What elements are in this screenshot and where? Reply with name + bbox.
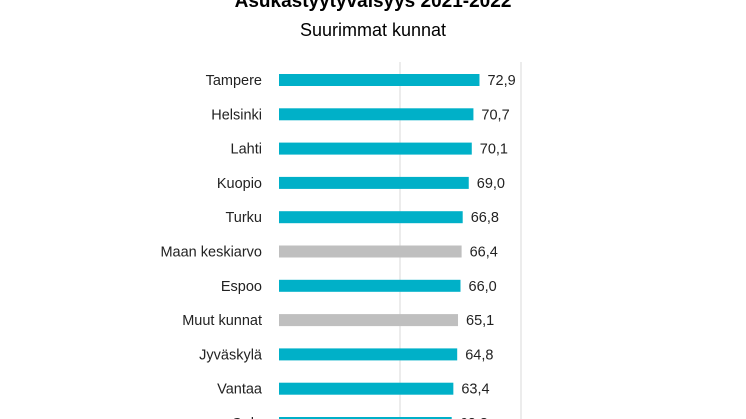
value-label: 66,0 — [469, 279, 497, 295]
bar — [279, 279, 461, 292]
bar — [279, 348, 458, 361]
bars — [279, 74, 480, 419]
bar — [279, 417, 452, 419]
value-label: 66,4 — [470, 245, 498, 261]
category-label: Helsinki — [211, 107, 262, 123]
value-label: 69,0 — [477, 176, 505, 192]
value-label: 63,4 — [461, 382, 489, 398]
bar — [279, 74, 480, 86]
category-label: Kuopio — [217, 176, 262, 192]
bar — [279, 314, 459, 327]
value-label: 70,1 — [480, 142, 508, 158]
chart-title: Asukastyytyväisyys 2021-2022 — [235, 0, 512, 12]
value-label: 62,8 — [460, 416, 488, 419]
bar — [279, 108, 474, 121]
value-labels: 72,9 70,7 70,1 69,0 66,8 66,4 66,0 65,1 64,8 63,4… — [460, 73, 516, 419]
bar — [279, 382, 454, 395]
category-label: Vantaa — [217, 382, 263, 398]
category-label: Lahti — [231, 142, 262, 158]
value-label: 64,8 — [465, 347, 493, 363]
category-labels: Tampere Helsinki Lahti Kuopio Turku Maan kesk… — [160, 73, 262, 419]
value-label: 72,9 — [487, 73, 515, 89]
bar — [279, 142, 472, 155]
category-label: Oulu — [231, 416, 262, 419]
value-label: 70,7 — [481, 107, 509, 123]
chart-subtitle: Suurimmat kunnat — [300, 20, 446, 40]
value-label: 66,8 — [471, 210, 499, 226]
value-label: 65,1 — [466, 313, 494, 329]
bar — [279, 211, 463, 224]
bar — [279, 176, 469, 189]
category-label: Tampere — [206, 73, 262, 89]
bar — [279, 245, 462, 258]
category-label: Muut kunnat — [182, 313, 262, 329]
category-label: Espoo — [221, 279, 262, 295]
category-label: Jyväskylä — [199, 347, 263, 363]
category-label: Turku — [225, 210, 262, 226]
category-label: Maan keskiarvo — [160, 245, 262, 261]
